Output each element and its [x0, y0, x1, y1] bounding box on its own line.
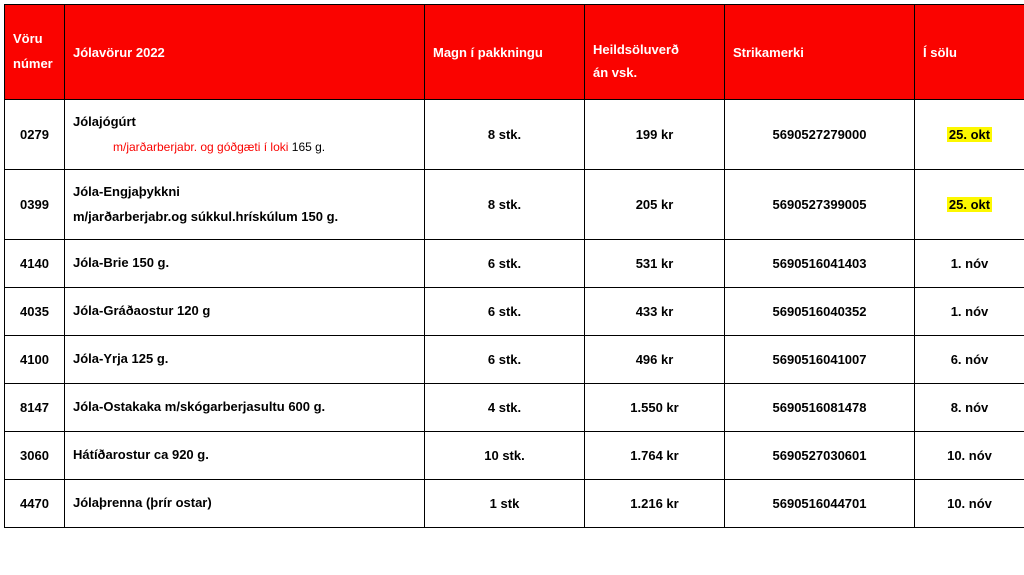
product-name-main: Jóla-Brie 150 g.: [73, 251, 416, 276]
cell-barcode: 5690516041007: [725, 336, 915, 384]
cell-product-name: Jólaþrenna (þrír ostar): [65, 480, 425, 528]
cell-product-name: Jóla-Brie 150 g.: [65, 240, 425, 288]
sale-date-highlight: 25. okt: [947, 197, 992, 212]
product-table: Vöru númer Jólavörur 2022 Magn í pakknin…: [4, 4, 1024, 528]
cell-product-name: Jóla-Ostakaka m/skógarberjasultu 600 g.: [65, 384, 425, 432]
table-row: 4140 Jóla-Brie 150 g. 6 stk.531 kr56905160…: [5, 240, 1024, 288]
cell-price: 199 kr: [585, 100, 725, 170]
table-row: 3060 Hátíðarostur ca 920 g. 10 stk.1.764 k…: [5, 432, 1024, 480]
header-product-name: Jólavörur 2022: [65, 5, 425, 100]
product-name-main: Hátíðarostur ca 920 g.: [73, 443, 416, 468]
header-price: Heildsöluverð án vsk.: [585, 5, 725, 100]
cell-price: 496 kr: [585, 336, 725, 384]
cell-sale-date: 8. nóv: [915, 384, 1024, 432]
cell-product-number: 0279: [5, 100, 65, 170]
cell-sale-date: 25. okt: [915, 100, 1024, 170]
product-name-main: Jóla-Yrja 125 g.: [73, 347, 416, 372]
cell-barcode: 5690527279000: [725, 100, 915, 170]
cell-qty: 1 stk: [425, 480, 585, 528]
product-name-main: Jólajógúrt: [73, 110, 416, 135]
cell-sale-date: 1. nóv: [915, 240, 1024, 288]
cell-qty: 6 stk.: [425, 336, 585, 384]
cell-price: 205 kr: [585, 170, 725, 240]
cell-barcode: 5690516040352: [725, 288, 915, 336]
cell-price: 531 kr: [585, 240, 725, 288]
product-name-subline: m/jarðarberjabr. og góðgæti í loki 165 g…: [73, 135, 416, 160]
cell-qty: 6 stk.: [425, 288, 585, 336]
cell-price: 1.764 kr: [585, 432, 725, 480]
table-row: 4100 Jóla-Yrja 125 g. 6 stk.496 kr56905160…: [5, 336, 1024, 384]
cell-barcode: 5690527399005: [725, 170, 915, 240]
header-product-number: Vöru númer: [5, 5, 65, 100]
cell-sale-date: 25. okt: [915, 170, 1024, 240]
cell-qty: 8 stk.: [425, 100, 585, 170]
cell-price: 433 kr: [585, 288, 725, 336]
table-body: 0279Jólajógúrtm/jarðarberjabr. og góðgæt…: [5, 100, 1024, 528]
header-price-line2: án vsk.: [593, 61, 716, 84]
cell-sale-date: 6. nóv: [915, 336, 1024, 384]
cell-product-name: Jólajógúrtm/jarðarberjabr. og góðgæti í …: [65, 100, 425, 170]
cell-product-number: 4470: [5, 480, 65, 528]
product-name-sub-bold: m/jarðarberjabr.og súkkul.hrískúlum 150 …: [73, 205, 416, 230]
product-name-sub-black: 165 g.: [288, 140, 325, 154]
table-header: Vöru númer Jólavörur 2022 Magn í pakknin…: [5, 5, 1024, 100]
header-price-line1: Heildsöluverð: [593, 38, 716, 61]
cell-barcode: 5690516081478: [725, 384, 915, 432]
header-sale-date: Í sölu: [915, 5, 1024, 100]
page-container: Vöru númer Jólavörur 2022 Magn í pakknin…: [0, 0, 1024, 575]
cell-qty: 8 stk.: [425, 170, 585, 240]
table-row: 4470 Jólaþrenna (þrír ostar) 1 stk1.216 kr…: [5, 480, 1024, 528]
table-row: 0399Jóla-Engjaþykknim/jarðarberjabr.og s…: [5, 170, 1024, 240]
header-num-line1: Vöru: [13, 27, 56, 52]
header-barcode: Strikamerki: [725, 5, 915, 100]
cell-sale-date: 10. nóv: [915, 432, 1024, 480]
cell-qty: 4 stk.: [425, 384, 585, 432]
cell-product-number: 4100: [5, 336, 65, 384]
cell-qty: 6 stk.: [425, 240, 585, 288]
product-name-main: Jóla-Ostakaka m/skógarberjasultu 600 g.: [73, 395, 416, 420]
product-name-main: Jóla-Gráðaostur 120 g: [73, 299, 416, 324]
cell-price: 1.550 kr: [585, 384, 725, 432]
cell-product-number: 0399: [5, 170, 65, 240]
cell-sale-date: 10. nóv: [915, 480, 1024, 528]
product-name-main: Jóla-Engjaþykkni: [73, 180, 416, 205]
header-num-line2: númer: [13, 52, 56, 77]
table-row: 0279Jólajógúrtm/jarðarberjabr. og góðgæt…: [5, 100, 1024, 170]
table-row: 8147 Jóla-Ostakaka m/skógarberjasultu 600…: [5, 384, 1024, 432]
product-name-sub-red: m/jarðarberjabr. og góðgæti í loki: [113, 140, 288, 154]
cell-product-number: 8147: [5, 384, 65, 432]
cell-qty: 10 stk.: [425, 432, 585, 480]
cell-price: 1.216 kr: [585, 480, 725, 528]
cell-product-name: Jóla-Gráðaostur 120 g: [65, 288, 425, 336]
product-name-main: Jólaþrenna (þrír ostar): [73, 491, 416, 516]
cell-product-name: Jóla-Yrja 125 g.: [65, 336, 425, 384]
cell-barcode: 5690516041403: [725, 240, 915, 288]
cell-product-number: 4035: [5, 288, 65, 336]
cell-product-number: 3060: [5, 432, 65, 480]
header-row: Vöru númer Jólavörur 2022 Magn í pakknin…: [5, 5, 1024, 100]
header-qty: Magn í pakkningu: [425, 5, 585, 100]
cell-product-number: 4140: [5, 240, 65, 288]
table-row: 4035 Jóla-Gráðaostur 120 g 6 stk.433 kr569…: [5, 288, 1024, 336]
cell-barcode: 5690516044701: [725, 480, 915, 528]
cell-product-name: Hátíðarostur ca 920 g.: [65, 432, 425, 480]
cell-barcode: 5690527030601: [725, 432, 915, 480]
cell-product-name: Jóla-Engjaþykknim/jarðarberjabr.og súkku…: [65, 170, 425, 240]
sale-date-highlight: 25. okt: [947, 127, 992, 142]
cell-sale-date: 1. nóv: [915, 288, 1024, 336]
